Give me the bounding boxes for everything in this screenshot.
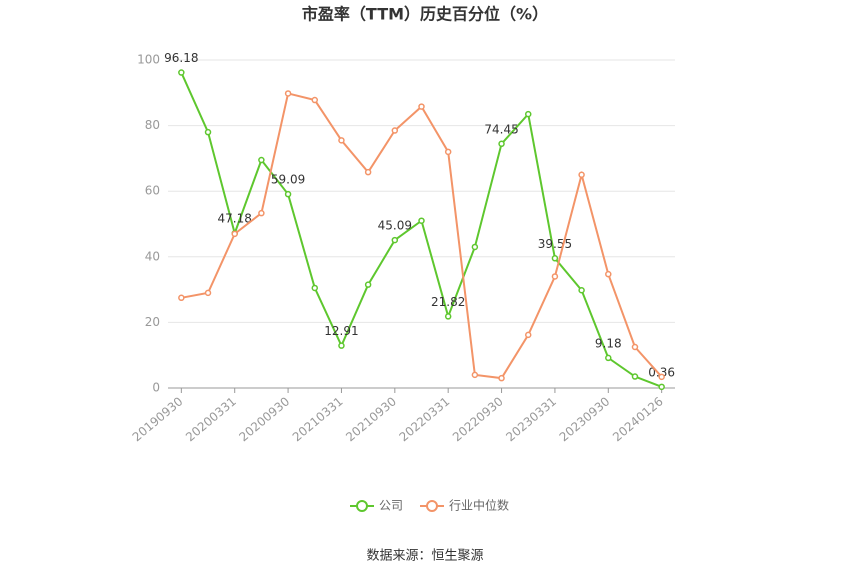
point [524, 331, 532, 339]
series-line [181, 92, 663, 380]
value-label: 74.45 [484, 122, 518, 136]
y-tick-label: 80 [145, 118, 160, 132]
point [311, 96, 319, 104]
point [498, 140, 505, 148]
x-tick-label: 20210331 [290, 394, 346, 444]
point [391, 127, 399, 134]
y-tick-label: 40 [145, 249, 160, 263]
point [605, 270, 612, 278]
value-label: 21.82 [431, 295, 465, 309]
value-label: 47.18 [218, 212, 252, 226]
x-tick-label: 20190930 [130, 394, 186, 444]
y-tick-label: 60 [145, 184, 160, 198]
point [605, 354, 612, 362]
point [311, 284, 319, 292]
x-tick-label: 20220331 [397, 394, 453, 444]
x-tick-label: 20230930 [557, 394, 613, 444]
point [204, 128, 212, 136]
point [178, 69, 185, 76]
x-tick-label: 20200331 [183, 394, 239, 444]
point [524, 110, 532, 118]
point [178, 294, 185, 302]
point [364, 168, 372, 176]
point [364, 281, 372, 288]
point [231, 230, 238, 238]
point [204, 289, 212, 297]
point [338, 137, 345, 144]
x-tick-label: 20230331 [503, 394, 559, 444]
legend-label: 公司 [379, 499, 403, 513]
legend-marker [426, 500, 438, 512]
point [284, 190, 292, 198]
y-tick-label: 0 [152, 381, 160, 395]
value-label: 39.55 [538, 237, 572, 251]
value-label: 59.09 [271, 173, 305, 187]
value-label: 9.18 [595, 336, 622, 350]
value-label: 12.91 [324, 324, 358, 338]
source: 数据来源：恒生聚源 [366, 549, 483, 564]
value-label: 96.18 [164, 51, 198, 65]
x-tick-label: 20220930 [450, 394, 506, 444]
point [418, 103, 425, 110]
point [551, 273, 559, 280]
point [284, 90, 292, 97]
point [631, 343, 639, 351]
point [578, 287, 585, 294]
point [551, 255, 559, 262]
legend-label: 行业中位数 [449, 498, 509, 513]
point [658, 373, 665, 381]
y-tick-label: 20 [145, 315, 160, 329]
point [418, 217, 425, 224]
point [631, 373, 639, 380]
point [658, 383, 665, 391]
point [498, 374, 505, 382]
point [258, 209, 265, 217]
x-tick-label: 20200930 [236, 394, 292, 444]
point [471, 243, 479, 251]
point [578, 171, 585, 179]
value-label: 45.09 [378, 219, 412, 233]
point [391, 236, 399, 244]
point [338, 342, 345, 349]
point [444, 148, 452, 156]
point [444, 313, 452, 320]
legend-marker [356, 500, 368, 512]
y-tick-label: 100 [137, 53, 160, 67]
x-tick-label: 20210930 [343, 394, 399, 444]
chart-title: 市盈率（TTM）历史百分位（%） [302, 5, 548, 24]
series-line [180, 72, 663, 388]
point [258, 156, 265, 164]
point [471, 371, 479, 379]
x-tick-label: 20240126 [610, 394, 666, 444]
